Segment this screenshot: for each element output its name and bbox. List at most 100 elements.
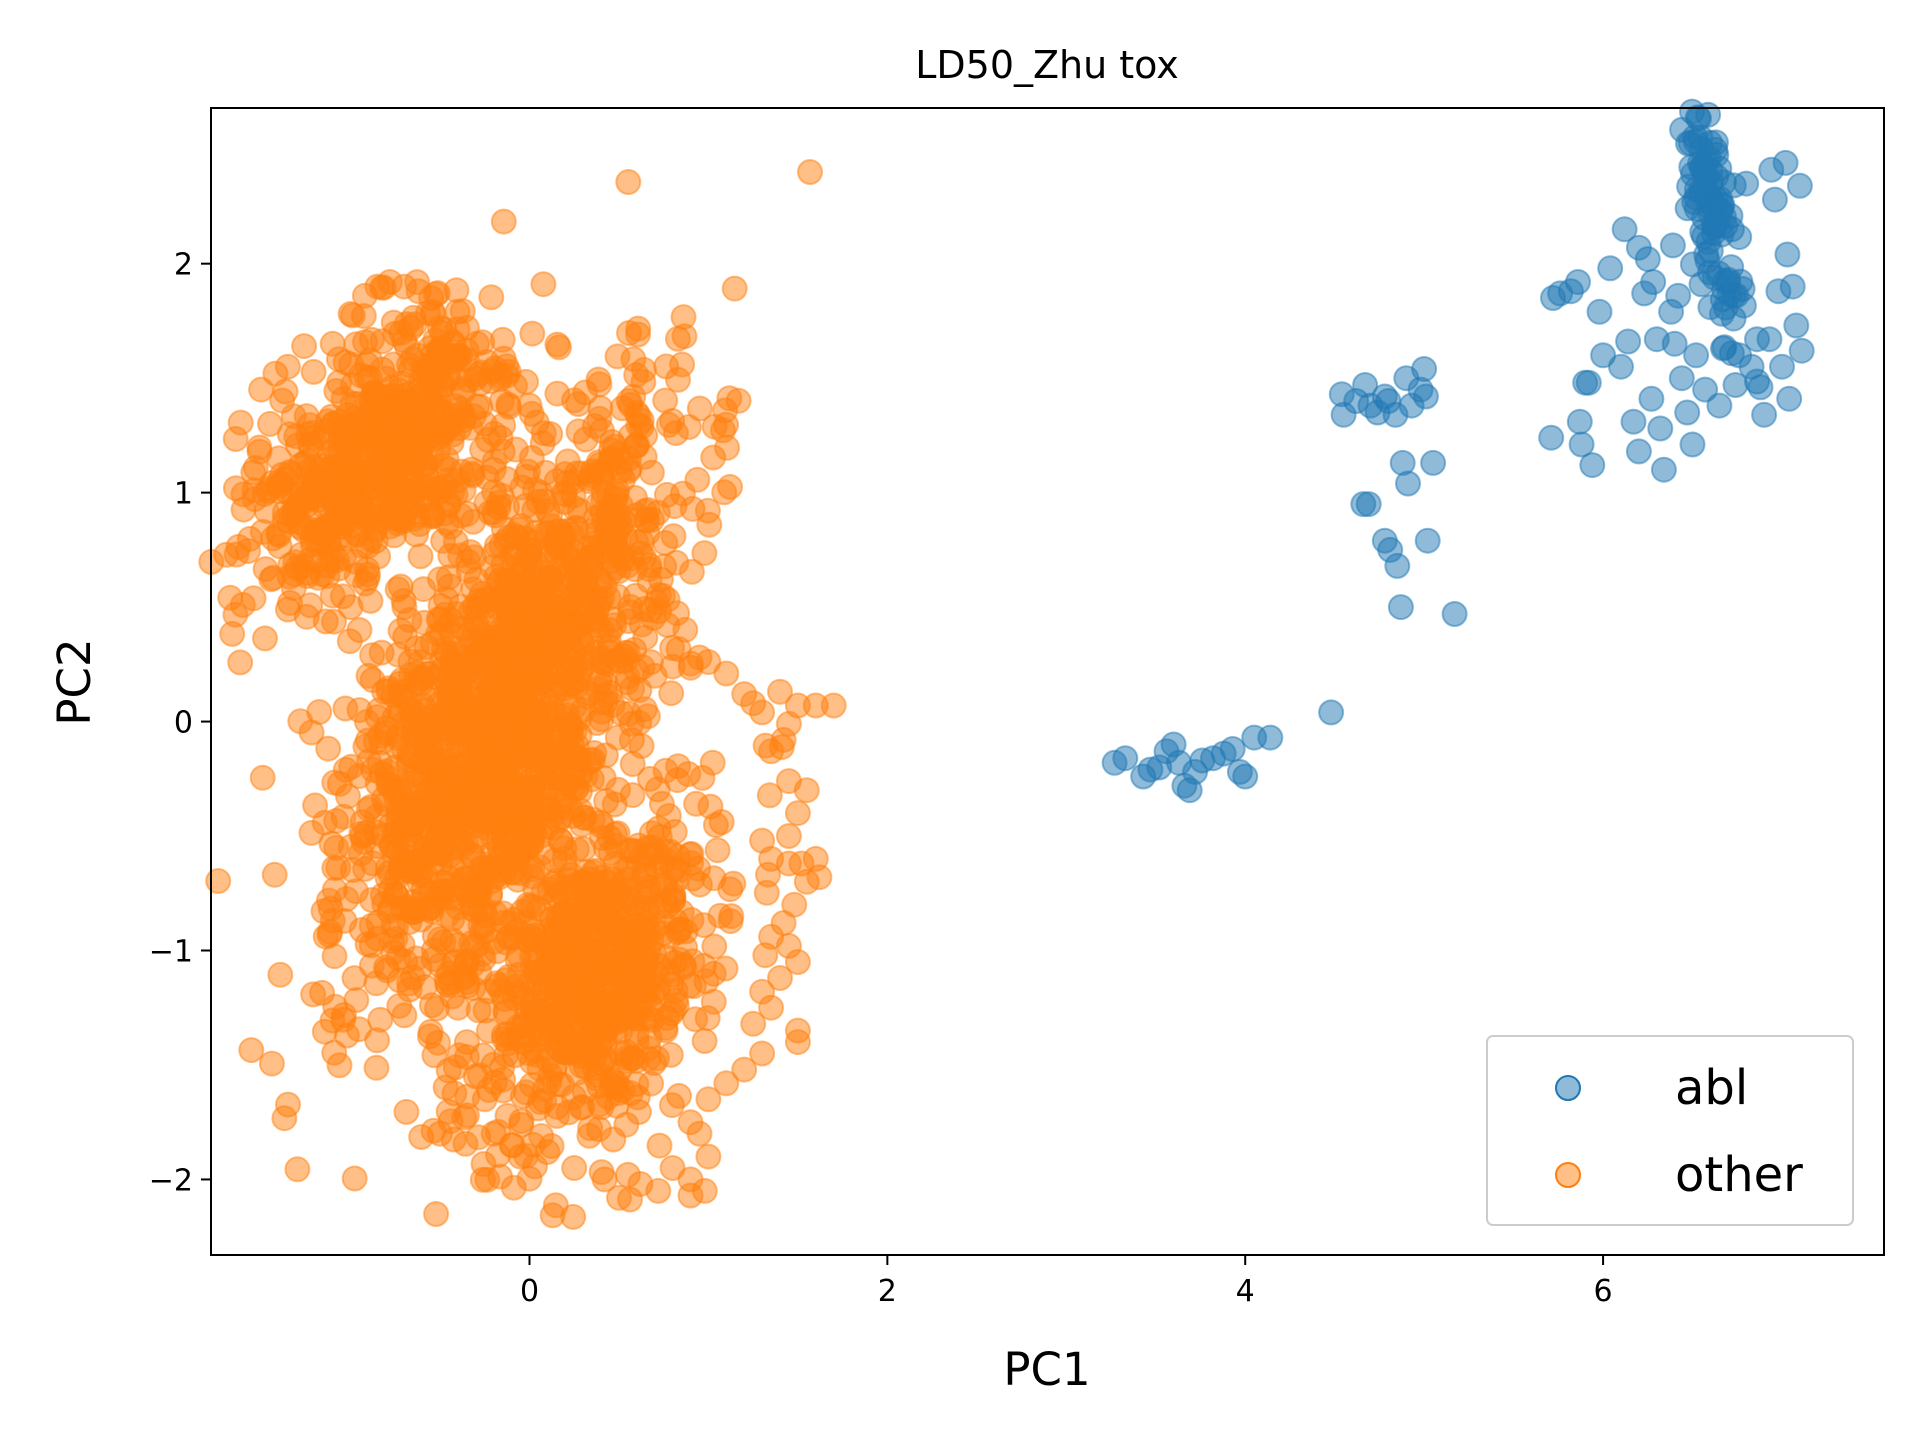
other-point bbox=[484, 862, 511, 889]
other-point bbox=[654, 586, 681, 613]
other-point bbox=[644, 776, 671, 803]
abl-point bbox=[1640, 269, 1667, 295]
abl-point bbox=[1779, 273, 1806, 300]
other-point bbox=[716, 385, 743, 412]
other-point bbox=[784, 949, 811, 975]
other-point bbox=[321, 410, 348, 437]
other-point bbox=[717, 876, 744, 903]
other-point bbox=[731, 1056, 758, 1083]
other-point bbox=[572, 379, 599, 406]
other-point bbox=[651, 553, 678, 580]
abl-point bbox=[1579, 452, 1606, 479]
abl-point bbox=[1608, 353, 1634, 380]
abl-point bbox=[1414, 527, 1441, 554]
other-point bbox=[480, 1120, 507, 1147]
other-point bbox=[701, 413, 728, 440]
other-point bbox=[301, 548, 328, 575]
other-point bbox=[711, 479, 738, 506]
x-tick-label: 0 bbox=[520, 1274, 539, 1309]
other-point bbox=[543, 530, 570, 556]
other-point bbox=[758, 994, 785, 1021]
other-point bbox=[310, 523, 336, 550]
other-point bbox=[402, 669, 429, 696]
y-tick-label: 2 bbox=[174, 248, 193, 283]
other-point bbox=[740, 1010, 767, 1037]
other-point bbox=[695, 1143, 722, 1170]
other-point bbox=[418, 444, 445, 471]
other-point bbox=[544, 331, 571, 358]
other-point bbox=[684, 466, 711, 493]
other-point bbox=[614, 1161, 641, 1188]
other-point bbox=[417, 353, 444, 380]
other-point bbox=[623, 502, 650, 529]
other-point bbox=[784, 1029, 811, 1056]
abl-point bbox=[1257, 724, 1284, 751]
other-point bbox=[511, 750, 538, 777]
other-point bbox=[318, 830, 345, 857]
other-point bbox=[520, 893, 547, 920]
other-point bbox=[489, 438, 516, 465]
other-point bbox=[323, 807, 350, 834]
series-abl bbox=[1101, 98, 1815, 804]
other-point bbox=[630, 1005, 657, 1032]
other-point bbox=[330, 1006, 357, 1033]
other-point bbox=[427, 926, 453, 953]
abl-point bbox=[1647, 415, 1674, 442]
other-point bbox=[346, 763, 373, 790]
other-point bbox=[591, 1166, 618, 1193]
other-point bbox=[302, 792, 329, 819]
abl-point bbox=[1387, 594, 1414, 621]
other-point bbox=[446, 667, 473, 694]
other-point bbox=[418, 880, 445, 907]
abl-point bbox=[1776, 385, 1803, 412]
other-point bbox=[416, 1023, 443, 1050]
other-point bbox=[474, 637, 501, 664]
other-point bbox=[306, 699, 333, 725]
other-point bbox=[579, 806, 606, 833]
other-point bbox=[377, 894, 404, 921]
other-point bbox=[467, 912, 494, 939]
other-point bbox=[530, 271, 557, 298]
other-point bbox=[544, 1102, 570, 1129]
abl-point bbox=[1694, 247, 1721, 274]
other-point bbox=[646, 1132, 673, 1159]
other-point bbox=[659, 1155, 686, 1181]
other-point bbox=[653, 481, 680, 508]
abl-point bbox=[1568, 431, 1595, 458]
other-point bbox=[490, 659, 517, 686]
abl-point bbox=[1661, 330, 1688, 357]
abl-point bbox=[1679, 98, 1705, 125]
other-point bbox=[534, 663, 561, 689]
y-tick-label: 0 bbox=[174, 706, 193, 741]
other-point bbox=[682, 1006, 709, 1033]
other-point bbox=[659, 653, 686, 680]
abl-point bbox=[1682, 124, 1709, 150]
other-point bbox=[323, 378, 350, 404]
abl-point bbox=[1774, 241, 1801, 268]
other-point bbox=[559, 1011, 586, 1038]
other-point bbox=[561, 495, 588, 522]
x-axis: 0 2 4 6 bbox=[520, 1255, 1613, 1309]
other-point bbox=[321, 608, 347, 635]
other-point bbox=[524, 699, 551, 726]
other-point bbox=[423, 1201, 450, 1227]
abl-point bbox=[1761, 186, 1788, 213]
other-point bbox=[659, 407, 686, 434]
other-point bbox=[236, 525, 263, 552]
other-point bbox=[227, 649, 254, 676]
other-point bbox=[355, 662, 382, 689]
abl-point bbox=[1395, 470, 1421, 497]
other-point bbox=[713, 660, 740, 687]
other-point bbox=[274, 596, 301, 623]
abl-point bbox=[1751, 401, 1778, 428]
abl-point bbox=[1615, 328, 1642, 355]
other-point bbox=[527, 1089, 554, 1115]
abl-point bbox=[1665, 282, 1692, 309]
other-point bbox=[679, 495, 706, 522]
abl-point bbox=[1674, 399, 1701, 426]
abl-point bbox=[1412, 383, 1439, 410]
abl-point bbox=[1701, 191, 1727, 218]
other-point bbox=[400, 811, 427, 838]
